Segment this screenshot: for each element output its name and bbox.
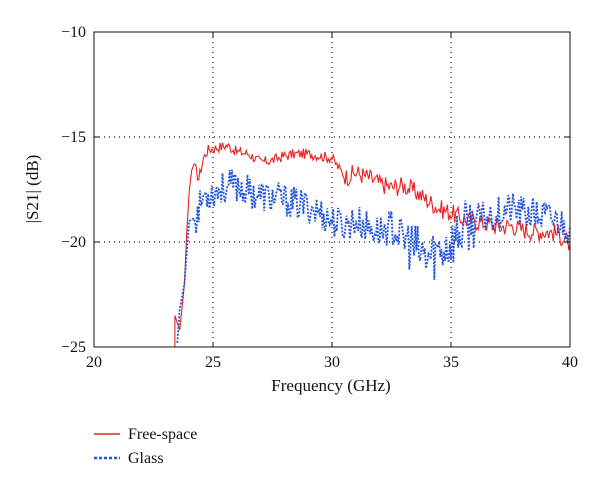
- legend-label-free-space: Free-space: [128, 426, 197, 443]
- ticks: 20 25 30 35 40 −25 −20 −15 −10: [61, 24, 578, 371]
- y-tick-label: −10: [61, 24, 86, 41]
- y-tick-label: −15: [61, 129, 86, 146]
- series-line-free-space: [174, 142, 570, 347]
- legend: Free-space Glass: [94, 426, 197, 467]
- x-axis-label: Frequency (GHz): [271, 376, 390, 395]
- legend-label-glass: Glass: [128, 450, 164, 467]
- y-tick-label: −20: [61, 234, 86, 251]
- x-tick-label: 30: [324, 354, 340, 371]
- plot-frame: [93, 31, 571, 348]
- x-tick-label: 35: [443, 354, 459, 371]
- x-tick-label: 20: [86, 354, 102, 371]
- y-axis-label: |S21| (dB): [23, 155, 42, 224]
- series-line-glass: [176, 169, 570, 343]
- y-tick-label: −25: [61, 339, 86, 356]
- x-tick-label: 25: [205, 354, 221, 371]
- x-tick-label: 40: [562, 354, 578, 371]
- series-layer: [174, 142, 570, 347]
- grid: [94, 32, 570, 347]
